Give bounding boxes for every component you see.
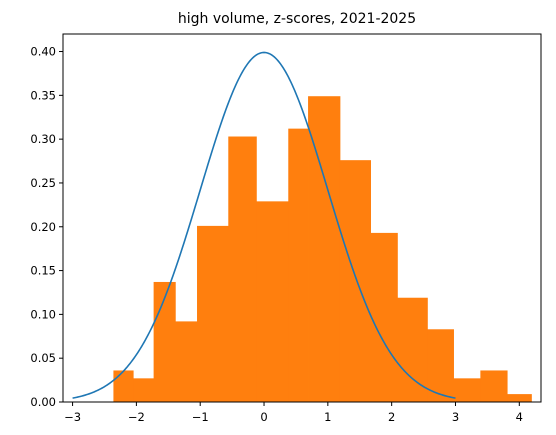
- histogram-bar: [113, 370, 134, 402]
- histogram-bar: [339, 160, 371, 402]
- histogram-bar: [370, 232, 398, 402]
- histogram-bars: [113, 96, 532, 403]
- x-tick-label: −3: [64, 410, 81, 424]
- histogram-bar: [480, 370, 508, 402]
- y-tick-label: 0.10: [30, 307, 56, 321]
- axes-frame: [62, 33, 542, 403]
- histogram-bar: [256, 201, 289, 402]
- x-tick-label: 2: [388, 410, 395, 424]
- y-tick-label: 0.00: [30, 395, 56, 409]
- y-tick-label: 0.40: [30, 45, 56, 59]
- histogram-bar: [228, 136, 257, 402]
- y-tick-label: 0.30: [30, 132, 56, 146]
- histogram-bar: [427, 329, 454, 402]
- x-tick-label: −2: [128, 410, 145, 424]
- histogram-bar: [308, 96, 341, 403]
- histogram-bar: [397, 297, 428, 402]
- x-tick-label: 4: [516, 410, 523, 424]
- histogram-bar: [197, 225, 229, 402]
- histogram-bar: [133, 378, 155, 402]
- x-tick-label: −1: [192, 410, 209, 424]
- x-tick-label: 1: [324, 410, 331, 424]
- y-tick-label: 0.25: [30, 176, 56, 190]
- y-axis-ticks: 0.00 0.05 0.10 0.15 0.20 0.25 0.30 0.35 0.40: [30, 45, 63, 409]
- histogram-bar: [507, 394, 532, 402]
- normal-pdf-curve: [72, 51, 456, 399]
- y-tick-label: 0.35: [30, 88, 56, 102]
- histogram-bar: [175, 321, 198, 402]
- y-tick-label: 0.20: [30, 220, 56, 234]
- histogram-bar: [453, 378, 481, 402]
- x-axis-ticks: −3 −2 −1 0 1 2 3 4: [64, 402, 523, 424]
- y-tick-label: 0.05: [30, 351, 56, 365]
- chart-title: high volume, z-scores, 2021-2025: [178, 11, 416, 27]
- y-tick-label: 0.15: [30, 264, 56, 278]
- x-tick-label: 3: [452, 410, 459, 424]
- histogram-bar: [288, 128, 309, 402]
- x-tick-label: 0: [260, 410, 267, 424]
